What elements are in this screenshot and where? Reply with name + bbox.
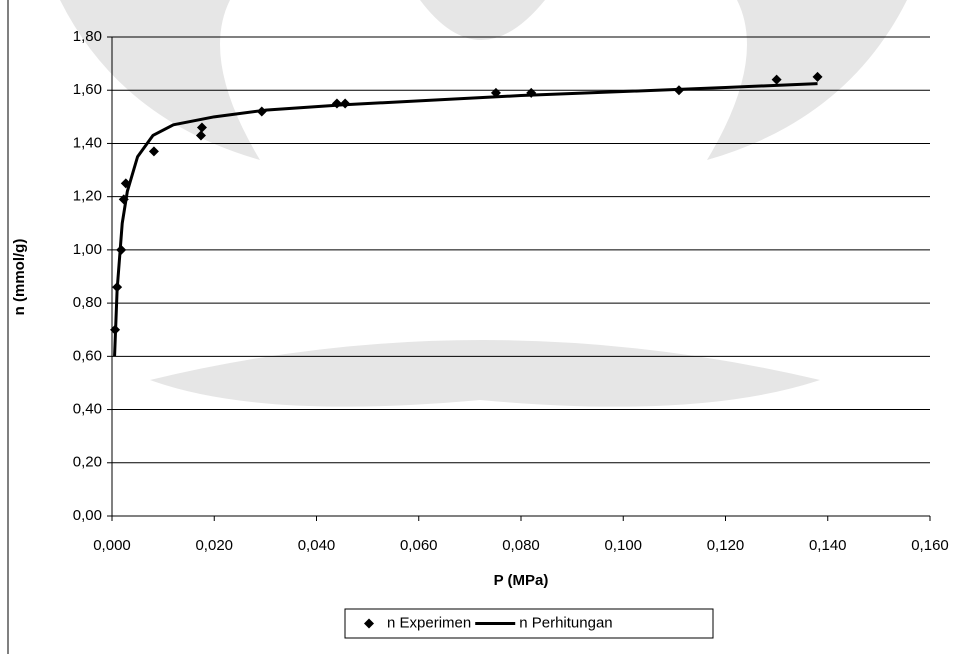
y-tick-label: 1,60 [73, 81, 102, 98]
y-tick-label: 1,20 [73, 188, 102, 205]
data-point [771, 74, 782, 85]
x-tick-label: 0,100 [604, 537, 642, 554]
y-tick-label: 0,60 [73, 347, 102, 364]
x-tick-label: 0,080 [502, 537, 540, 554]
x-tick-label: 0,040 [298, 537, 336, 554]
legend-box [344, 608, 714, 639]
data-point [148, 146, 159, 157]
x-tick-label: 0,120 [707, 537, 745, 554]
y-tick-label: 1,80 [73, 28, 102, 45]
x-tick-label: 0,140 [809, 537, 847, 554]
x-tick-label: 0,160 [911, 537, 949, 554]
y-tick-label: 1,00 [73, 241, 102, 258]
legend-symbol [364, 618, 374, 629]
x-tick-label: 0,000 [93, 537, 131, 554]
y-tick-label: 0,40 [73, 401, 102, 418]
legend-label: n Perhitungan [519, 614, 612, 631]
x-tick-label: 0,060 [400, 537, 438, 554]
data-point [812, 71, 823, 82]
fit-line [113, 82, 818, 357]
data-point [195, 130, 206, 141]
y-tick-label: 0,20 [73, 454, 102, 471]
data-point [196, 122, 207, 133]
y-tick-label: 0,00 [73, 507, 102, 524]
x-axis-title: P (MPa) [494, 572, 549, 589]
y-axis-title: n (mmol/g) [11, 239, 28, 316]
y-tick-label: 1,40 [73, 134, 102, 151]
legend-label: n Experimen [387, 614, 471, 631]
data-point [120, 178, 131, 189]
y-tick-label: 0,80 [73, 294, 102, 311]
x-tick-label: 0,020 [195, 537, 233, 554]
